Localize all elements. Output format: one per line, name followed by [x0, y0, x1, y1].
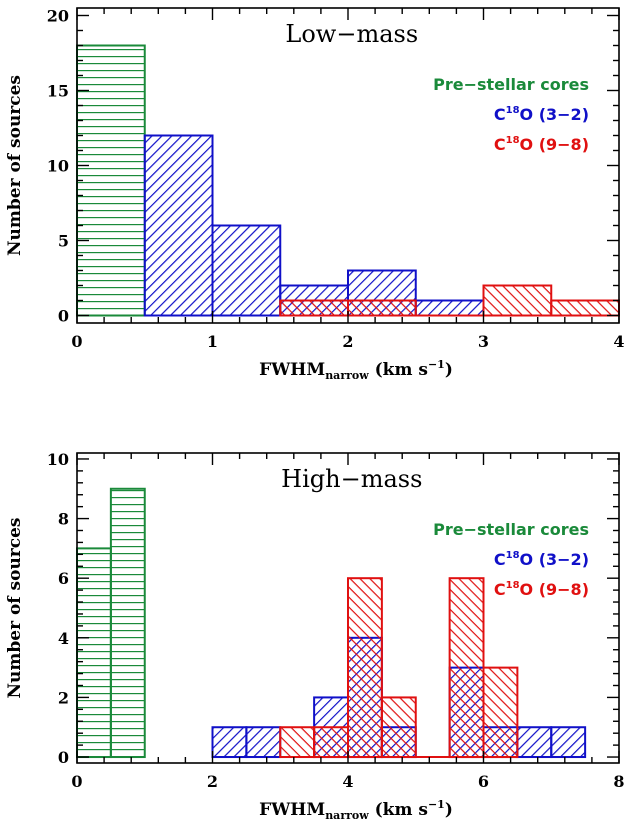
histogram-bar	[245, 726, 282, 759]
histogram-bar	[482, 666, 519, 759]
x-axis-label: FWHMnarrow (km s−1)	[259, 798, 453, 822]
histogram-bar	[550, 299, 620, 317]
histogram-bar	[347, 299, 417, 317]
x-tick-label: 3	[478, 332, 489, 351]
y-axis-label: Number of sources	[5, 518, 25, 699]
histogram-bar	[482, 284, 553, 317]
y-tick-label: 15	[47, 82, 69, 101]
x-tick-label: 4	[342, 772, 353, 791]
x-tick-label: 8	[613, 772, 624, 791]
y-tick-label: 2	[58, 688, 69, 707]
y-tick-label: 8	[58, 510, 69, 529]
legend-entry: Pre−stellar cores	[433, 520, 589, 539]
histogram-bar	[109, 487, 146, 759]
x-tick-label: 2	[342, 332, 353, 351]
series-2	[279, 284, 620, 317]
histogram-bar	[76, 44, 146, 317]
histogram-bar	[279, 299, 349, 317]
y-tick-label: 4	[58, 629, 69, 648]
y-tick-label: 6	[58, 569, 69, 588]
x-tick-label: 2	[207, 772, 218, 791]
legend-entry: Pre−stellar cores	[433, 75, 589, 94]
histogram-bar	[516, 726, 553, 759]
histogram-bar	[313, 726, 349, 759]
legend-entry: C18O (9−8)	[494, 135, 589, 154]
legend-entry: C18O (3−2)	[494, 550, 589, 569]
y-tick-label: 20	[47, 7, 69, 26]
series-1	[143, 134, 485, 317]
y-axis-label: Number of sources	[5, 75, 25, 256]
histogram-bar	[211, 224, 282, 317]
x-tick-label: 4	[613, 332, 624, 351]
series-0	[76, 44, 146, 317]
x-tick-label: 0	[71, 772, 82, 791]
high-mass-panel: 0 2 4 6 8 0 2 4 6 8 10 FWHMnarrow (km s−1) Number of…	[5, 450, 624, 822]
series-2	[279, 577, 519, 759]
histogram-bar	[143, 134, 214, 317]
x-axis-label: FWHMnarrow (km s−1)	[259, 358, 453, 382]
histogram-bar	[279, 726, 316, 759]
histogram-bar	[380, 696, 417, 759]
histogram-bar	[414, 299, 485, 317]
legend-entry: C18O (9−8)	[494, 580, 589, 599]
histogram-bar	[76, 547, 112, 759]
y-tick-label: 0	[58, 307, 69, 326]
y-tick-label: 10	[47, 157, 69, 176]
y-tick-label: 5	[58, 232, 69, 251]
x-tick-label: 1	[207, 332, 218, 351]
histogram-bar	[211, 726, 248, 759]
x-tick-label: 6	[478, 772, 489, 791]
histogram-bar	[347, 577, 383, 759]
y-tick-label: 10	[47, 450, 69, 469]
low-mass-panel: 0 1 2 3 4 0 5 10 15 20 FWHMnarrow (km s−1) Number o…	[5, 7, 624, 383]
x-tick-label: 0	[71, 332, 82, 351]
panel-title: High−mass	[281, 465, 422, 493]
y-tick-label: 0	[58, 748, 69, 767]
histogram-bar	[448, 577, 485, 759]
histogram-bar	[550, 726, 587, 759]
series-0	[76, 487, 146, 759]
legend-entry: C18O (3−2)	[494, 105, 589, 124]
panel-title: Low−mass	[285, 20, 418, 48]
